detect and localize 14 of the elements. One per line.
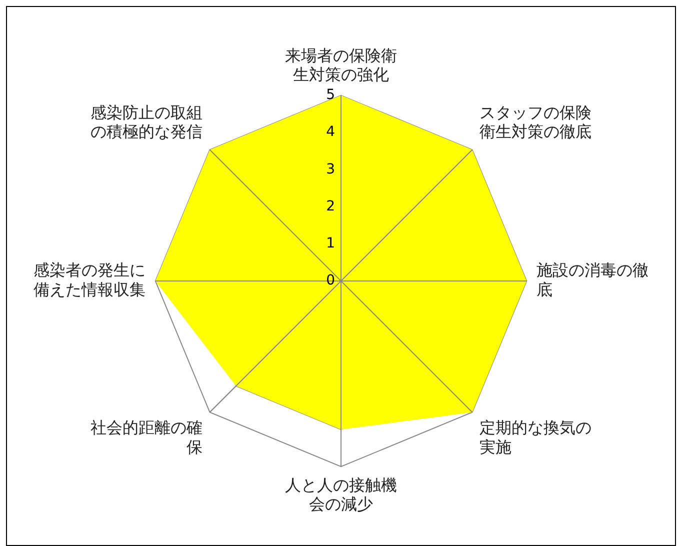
y-tick-label: 4 bbox=[326, 124, 336, 140]
spoke-label: 施設の消毒の徹底 bbox=[536, 260, 649, 299]
y-tick-label: 3 bbox=[326, 161, 335, 178]
spoke-label: 感染防止の取組の積極的な発信 bbox=[90, 103, 203, 142]
spoke-label: スタッフの保険衛生対策の徹底 bbox=[479, 103, 592, 142]
spoke-label: 来場者の保険衛生対策の強化 bbox=[285, 46, 397, 84]
spoke-label: 人と人の接触機会の減少 bbox=[285, 475, 397, 514]
y-tick-label: 2 bbox=[326, 198, 335, 214]
spoke-label: 感染者の発生に備えた情報収集 bbox=[33, 260, 146, 299]
y-tick-label: 5 bbox=[326, 87, 335, 104]
y-tick-label: 0 bbox=[326, 272, 335, 289]
spoke-label: 社会的距離の確保 bbox=[90, 418, 203, 456]
spoke-label: 定期的な換気の実施 bbox=[479, 418, 592, 456]
y-tick-label: 1 bbox=[326, 236, 335, 252]
